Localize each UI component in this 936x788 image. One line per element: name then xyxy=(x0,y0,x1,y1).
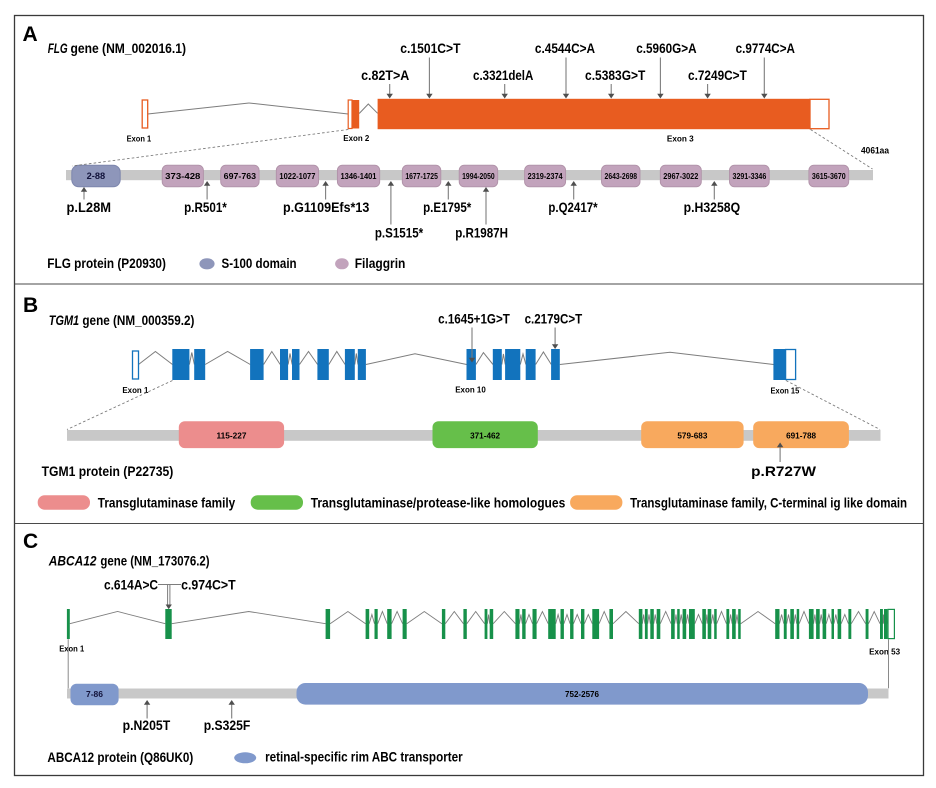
svg-text:p.H3258Q: p.H3258Q xyxy=(684,199,741,215)
svg-text:Transglutaminase/protease-like: Transglutaminase/protease-like homologue… xyxy=(311,494,566,510)
svg-text:Filaggrin: Filaggrin xyxy=(355,255,406,271)
svg-text:FLG protein (P20930): FLG protein (P20930) xyxy=(47,255,166,271)
svg-text:gene (NM_173076.2): gene (NM_173076.2) xyxy=(100,553,209,569)
svg-text:Exon 1: Exon 1 xyxy=(59,643,84,653)
svg-text:3615-3670: 3615-3670 xyxy=(812,172,846,181)
svg-text:Transglutaminase family, C-ter: Transglutaminase family, C-terminal ig l… xyxy=(630,494,907,510)
svg-text:gene (NM_002016.1): gene (NM_002016.1) xyxy=(71,40,187,56)
svg-text:Exon 1: Exon 1 xyxy=(127,134,152,144)
svg-text:c.614A>C: c.614A>C xyxy=(104,577,158,593)
svg-text:115-227: 115-227 xyxy=(217,432,247,441)
svg-text:retinal-specific rim ABC trans: retinal-specific rim ABC transporter xyxy=(265,749,463,765)
svg-text:579-683: 579-683 xyxy=(677,432,707,441)
svg-text:4061aa: 4061aa xyxy=(861,146,890,156)
svg-text:p.S1515*: p.S1515* xyxy=(375,225,424,241)
svg-text:p.R501*: p.R501* xyxy=(184,199,227,215)
svg-text:B: B xyxy=(23,294,38,317)
svg-text:Exon 3: Exon 3 xyxy=(667,133,694,143)
svg-text:2967-3022: 2967-3022 xyxy=(663,172,698,181)
svg-text:697-763: 697-763 xyxy=(224,172,257,181)
svg-text:c.3321delA: c.3321delA xyxy=(473,67,533,83)
svg-text:c.82T>A: c.82T>A xyxy=(361,67,409,83)
svg-text:p.R1987H: p.R1987H xyxy=(455,225,508,241)
svg-text:1677-1725: 1677-1725 xyxy=(405,172,438,181)
svg-text:2-88: 2-88 xyxy=(87,171,106,181)
svg-text:c.1501C>T: c.1501C>T xyxy=(400,40,461,56)
svg-text:ABCA12: ABCA12 xyxy=(48,553,97,569)
svg-text:c.5960G>A: c.5960G>A xyxy=(636,40,696,56)
svg-text:c.1645+1G>T: c.1645+1G>T xyxy=(438,311,510,327)
svg-text:TGM1 protein (P22735): TGM1 protein (P22735) xyxy=(42,463,174,479)
svg-text:c.7249C>T: c.7249C>T xyxy=(688,67,747,83)
svg-text:c.9774C>A: c.9774C>A xyxy=(736,40,795,56)
svg-text:p.R727W: p.R727W xyxy=(751,463,817,479)
svg-text:p.E1795*: p.E1795* xyxy=(423,199,472,215)
svg-text:3291-3346: 3291-3346 xyxy=(733,172,767,181)
svg-text:TGM1: TGM1 xyxy=(49,312,79,328)
svg-text:c.4544C>A: c.4544C>A xyxy=(535,40,595,56)
svg-text:c.2179C>T: c.2179C>T xyxy=(525,311,583,327)
svg-text:FLG: FLG xyxy=(48,40,68,56)
svg-text:S-100 domain: S-100 domain xyxy=(222,255,297,271)
svg-text:1994-2050: 1994-2050 xyxy=(462,172,495,181)
svg-text:371-462: 371-462 xyxy=(470,432,500,441)
svg-text:gene (NM_000359.2): gene (NM_000359.2) xyxy=(82,312,194,328)
svg-text:p.L28M: p.L28M xyxy=(67,199,112,215)
svg-text:Exon 15: Exon 15 xyxy=(771,386,800,396)
svg-text:1346-1401: 1346-1401 xyxy=(341,172,377,181)
svg-text:Exon 53: Exon 53 xyxy=(869,647,900,657)
svg-text:A: A xyxy=(23,23,38,46)
svg-text:c.974C>T: c.974C>T xyxy=(181,577,236,593)
svg-text:Exon 10: Exon 10 xyxy=(455,385,486,395)
svg-text:ABCA12 protein (Q86UK0): ABCA12 protein (Q86UK0) xyxy=(47,749,193,765)
svg-text:2643-2698: 2643-2698 xyxy=(605,172,638,181)
svg-text:Exon 2: Exon 2 xyxy=(343,133,369,143)
svg-text:752-2576: 752-2576 xyxy=(565,690,599,699)
svg-text:7-86: 7-86 xyxy=(86,690,103,699)
svg-text:373-428: 373-428 xyxy=(165,172,201,181)
svg-text:c.5383G>T: c.5383G>T xyxy=(585,67,646,83)
svg-text:2319-2374: 2319-2374 xyxy=(528,172,563,181)
svg-text:p.G1109Efs*13: p.G1109Efs*13 xyxy=(283,199,369,215)
svg-text:691-788: 691-788 xyxy=(786,432,816,441)
svg-text:p.S325F: p.S325F xyxy=(204,717,251,733)
svg-text:Exon 1: Exon 1 xyxy=(122,385,148,395)
svg-text:Transglutaminase family: Transglutaminase family xyxy=(98,494,236,510)
svg-text:p.N205T: p.N205T xyxy=(123,717,171,733)
svg-text:1022-1077: 1022-1077 xyxy=(279,172,315,181)
svg-text:C: C xyxy=(23,530,38,553)
svg-text:p.Q2417*: p.Q2417* xyxy=(548,199,598,215)
